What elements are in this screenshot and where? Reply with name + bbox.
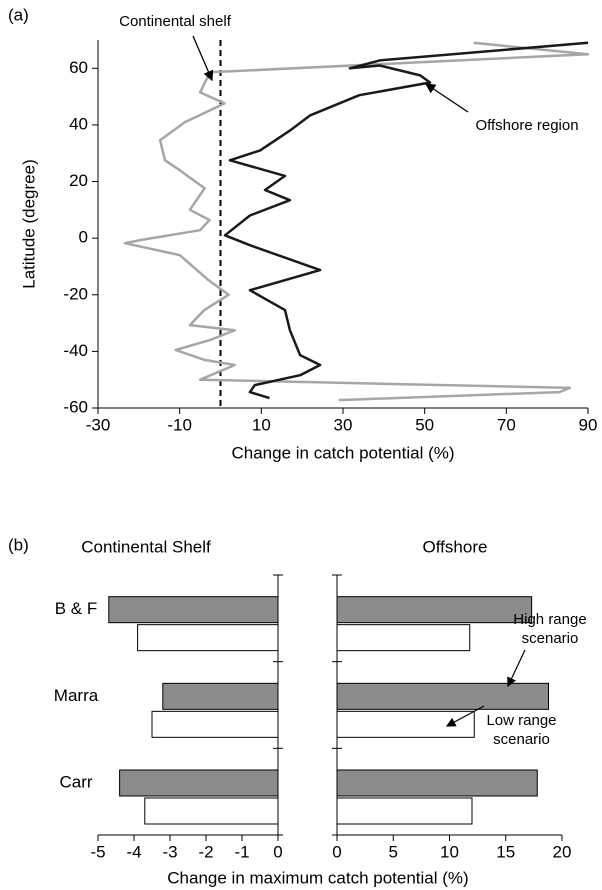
y-tick-label: 0 — [79, 228, 88, 247]
x-tick-label: -2 — [198, 842, 213, 861]
bar — [336, 710, 475, 738]
category-label: Marra — [54, 686, 99, 705]
panel-label: (a) — [8, 5, 29, 24]
series-label: Low range scenario — [486, 712, 557, 748]
bar — [336, 682, 549, 710]
bar — [336, 624, 471, 652]
x-axis-label: Change in maximum catch potential (%) — [167, 868, 468, 887]
panel-title: Offshore — [423, 537, 488, 556]
annotation: Offshore region — [475, 117, 578, 134]
bar — [162, 682, 279, 710]
x-tick-label: 5 — [389, 842, 398, 861]
x-tick-label: 90 — [579, 415, 598, 434]
series-line — [123, 41, 590, 402]
x-tick-label: 0 — [273, 842, 282, 861]
series-label: High range scenario — [513, 611, 587, 647]
x-tick-label: -4 — [126, 842, 141, 861]
x-tick-label: -5 — [90, 842, 105, 861]
y-tick-label: -20 — [63, 284, 88, 303]
x-tick-label: 20 — [553, 842, 572, 861]
bar — [144, 797, 279, 825]
bar — [336, 596, 533, 624]
x-tick-label: 0 — [332, 842, 341, 861]
x-axis-label: Change in catch potential (%) — [231, 443, 454, 462]
category-label: B & F — [55, 599, 98, 618]
bar — [119, 769, 279, 797]
y-tick-label: 20 — [69, 171, 88, 190]
x-tick-label: -10 — [167, 415, 192, 434]
y-tick-label: -40 — [63, 341, 88, 360]
x-tick-label: 50 — [415, 415, 434, 434]
annotation-arrow — [507, 649, 526, 688]
y-axis-label: Latitude (degree) — [19, 159, 38, 288]
x-tick-label: -30 — [86, 415, 111, 434]
x-tick-label: 30 — [334, 415, 353, 434]
series-line — [223, 41, 589, 400]
x-tick-label: -3 — [162, 842, 177, 861]
x-tick-label: 70 — [497, 415, 516, 434]
x-tick-label: 10 — [440, 842, 459, 861]
panel-label: (b) — [8, 535, 29, 554]
x-tick-label: -1 — [234, 842, 249, 861]
bar — [151, 710, 279, 738]
annotation-arrow — [192, 35, 214, 82]
y-tick-label: 60 — [69, 58, 88, 77]
bar — [336, 769, 538, 797]
category-label: Carr — [59, 772, 92, 791]
y-tick-label: -60 — [63, 397, 88, 416]
bar — [137, 624, 279, 652]
annotation: Continental shelf — [119, 13, 232, 30]
x-tick-label: 10 — [252, 415, 271, 434]
bar — [336, 797, 473, 825]
annotation-arrow — [424, 83, 469, 113]
annotation-arrow — [445, 705, 485, 727]
panel-title: Continental Shelf — [81, 537, 211, 556]
y-tick-label: 40 — [69, 114, 88, 133]
x-tick-label: 15 — [496, 842, 515, 861]
bar — [108, 596, 279, 624]
